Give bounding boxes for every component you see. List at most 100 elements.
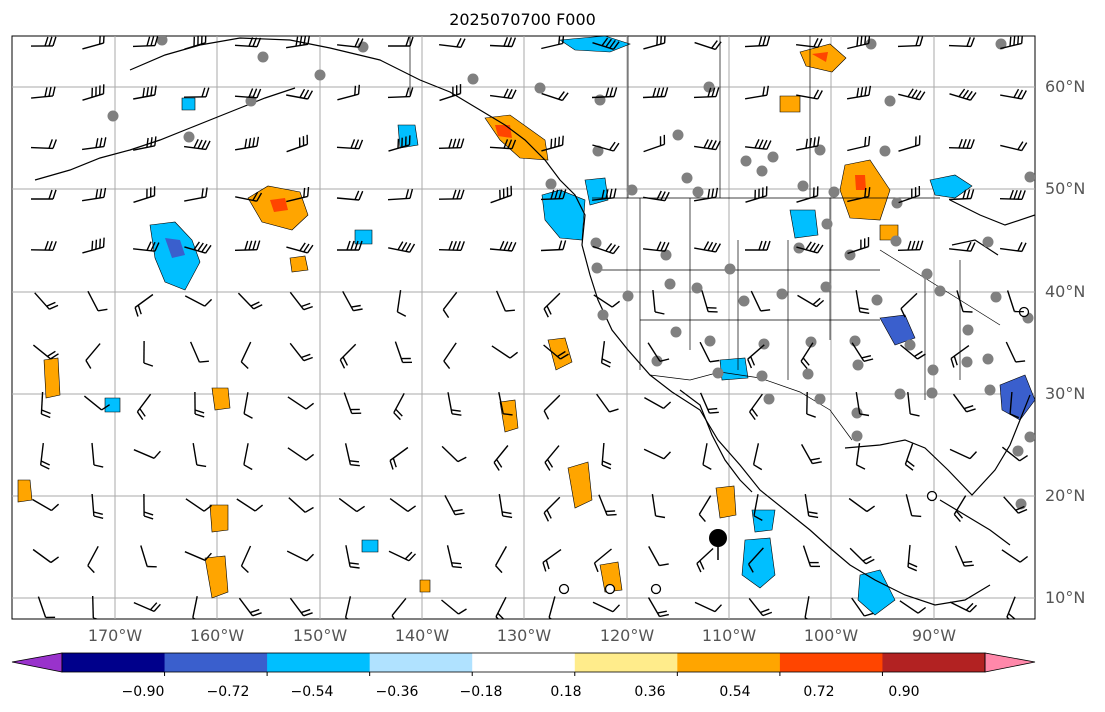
wind-barb (1009, 391, 1013, 415)
wind-barb (133, 449, 155, 459)
wind-barb-feather (817, 136, 820, 146)
wind-barb-feather (970, 189, 975, 199)
wind-barb-feather (497, 612, 505, 619)
wind-barb-feather (452, 566, 462, 569)
wind-barb-feather (47, 350, 56, 357)
wind-barb-feather (966, 241, 972, 252)
wind-barb-feather (511, 89, 517, 99)
wind-barb-feather (709, 411, 719, 414)
wind-barb (243, 392, 249, 414)
wind-barb (240, 341, 252, 363)
wind-barb-feather (953, 513, 961, 523)
wind-barb-feather (915, 90, 922, 100)
wind-barb-feather (749, 411, 756, 421)
wind-barb-feather (502, 515, 513, 519)
wind-barb-feather (562, 189, 567, 199)
wind-barb-feather (99, 188, 103, 199)
wind-barb (32, 498, 52, 512)
wind-barb-feather (709, 359, 720, 363)
wind-barb (37, 596, 47, 618)
wind-barb-feather (460, 138, 465, 148)
wind-barb-feather (103, 137, 107, 147)
lat-label-50n: 50°N (1045, 179, 1086, 198)
wind-barb-feather (397, 241, 404, 251)
wind-barb-feather (605, 510, 616, 513)
wind-barb-feather (252, 37, 258, 47)
wind-barb-feather (460, 189, 465, 200)
wind-barb-feather (48, 240, 53, 251)
wind-barb-feather (711, 242, 718, 252)
wind-barb-feather (48, 36, 53, 47)
wind-barb-feather (545, 559, 550, 570)
wind-barb-feather (507, 37, 513, 47)
wind-barb (185, 498, 205, 512)
wind-barb-feather (1018, 508, 1028, 514)
wind-barb-feather (95, 189, 99, 199)
wind-barb-feather (248, 240, 253, 251)
wind-barb (391, 597, 407, 617)
wind-barb-feather (349, 562, 359, 565)
wind-barb-feather (558, 91, 565, 100)
wind-barb-feather (760, 309, 771, 312)
wind-barb-feather (52, 189, 57, 200)
wind-barb (491, 345, 511, 359)
wind-barb-feather (753, 464, 763, 471)
wind-barb (389, 498, 409, 512)
wind-barb-feather (762, 611, 773, 617)
wind-barb-feather (448, 138, 453, 149)
lon-label-100w: 100°W (803, 626, 859, 645)
wind-barb-feather (1007, 612, 1016, 619)
wind-barb-feather (715, 87, 720, 97)
wind-barb-feather (868, 85, 872, 96)
wind-barb-feather (804, 617, 809, 619)
colorbar-segment (882, 653, 986, 672)
wind-barb (192, 442, 198, 466)
wind-barb-feather (407, 505, 417, 512)
wind-barb-feather (99, 137, 103, 148)
wind-barb-feather (813, 243, 820, 253)
wind-barb-feather (299, 88, 306, 98)
wind-barb-feather (809, 137, 812, 148)
wind-barb-feather (664, 87, 669, 97)
wind-barb (91, 442, 95, 466)
wind-barb-feather (243, 464, 253, 471)
wind-barb-feather (143, 511, 154, 516)
wind-barb-feather (93, 464, 104, 468)
wind-barb-feather (707, 407, 718, 411)
wind-barb (240, 545, 252, 567)
wind-barb-feather (747, 563, 754, 573)
wind-barb-feather (256, 88, 262, 99)
wind-barb-feather (865, 558, 875, 565)
wind-barb-feather (137, 304, 142, 315)
wind-barb-feather (859, 413, 870, 417)
borders (409, 36, 1001, 441)
wind-barb-feather (917, 353, 926, 360)
colorbar-tick-label: 0.90 (888, 684, 920, 700)
wind-barb (748, 547, 764, 565)
wind-barb-feather (345, 617, 350, 619)
wind-barb-feather (204, 298, 213, 307)
lat-label-10n: 10°N (1045, 588, 1086, 607)
wind-barb-feather (659, 563, 669, 567)
wind-barb-feather (451, 413, 462, 416)
wind-barb-feather (859, 307, 869, 311)
wind-barb-feather (304, 506, 314, 513)
wind-barb-feather (509, 351, 519, 359)
wind-barb-feather (802, 357, 810, 366)
wind-barb-feather (969, 451, 978, 460)
wind-barb-feather (914, 350, 923, 358)
wind-barb-feather (453, 509, 463, 512)
wind-barb-feather (593, 562, 599, 573)
wind-barb-feather (395, 408, 403, 417)
wind-barb-feather (305, 453, 315, 461)
wind-barb-feather (193, 138, 199, 149)
wind-barb (184, 551, 206, 561)
wind-barb-feather (860, 36, 863, 46)
wind-barb-feather (558, 136, 560, 147)
wind-barb-feather (46, 301, 56, 307)
wind-barb-feather (393, 412, 401, 421)
wind-barb-feather (660, 87, 665, 97)
wind-barb (85, 343, 101, 361)
wind-barb-feather (252, 88, 258, 98)
wind-barb-feather (241, 565, 249, 574)
